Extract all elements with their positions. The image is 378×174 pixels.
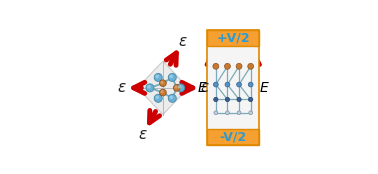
- Circle shape: [226, 111, 229, 115]
- Circle shape: [225, 97, 229, 102]
- Circle shape: [156, 96, 158, 98]
- Text: $\varepsilon$: $\varepsilon$: [200, 80, 210, 95]
- Circle shape: [213, 63, 219, 69]
- Text: +V/2: +V/2: [217, 32, 250, 45]
- Circle shape: [161, 91, 163, 93]
- Circle shape: [161, 81, 163, 83]
- Circle shape: [214, 97, 218, 102]
- Circle shape: [237, 111, 241, 115]
- Circle shape: [146, 84, 154, 92]
- Bar: [207, 30, 259, 145]
- Circle shape: [174, 85, 180, 91]
- Text: -V/2: -V/2: [220, 131, 247, 144]
- Circle shape: [178, 86, 181, 88]
- Circle shape: [160, 80, 166, 86]
- Circle shape: [248, 82, 253, 87]
- Circle shape: [236, 63, 242, 69]
- Circle shape: [175, 86, 177, 88]
- Circle shape: [168, 73, 176, 81]
- Circle shape: [214, 82, 218, 87]
- Circle shape: [154, 94, 162, 102]
- Circle shape: [170, 96, 172, 98]
- Circle shape: [160, 89, 166, 96]
- Text: E: E: [198, 81, 206, 95]
- Circle shape: [148, 86, 150, 88]
- Circle shape: [214, 111, 218, 115]
- Circle shape: [154, 73, 162, 81]
- Polygon shape: [138, 61, 188, 115]
- Circle shape: [225, 63, 230, 69]
- Circle shape: [170, 75, 172, 78]
- Circle shape: [177, 84, 185, 92]
- Bar: [207, 30, 259, 46]
- Circle shape: [248, 97, 253, 102]
- Circle shape: [237, 82, 242, 87]
- Bar: [207, 129, 259, 145]
- Circle shape: [156, 75, 158, 78]
- Text: $\varepsilon$: $\varepsilon$: [178, 34, 188, 49]
- Text: E: E: [260, 81, 269, 95]
- Circle shape: [249, 111, 253, 115]
- Circle shape: [248, 63, 254, 69]
- Circle shape: [225, 82, 230, 87]
- Text: $\varepsilon$: $\varepsilon$: [116, 80, 126, 95]
- Circle shape: [237, 97, 241, 102]
- Text: $\varepsilon$: $\varepsilon$: [138, 127, 148, 142]
- Circle shape: [168, 94, 176, 102]
- Bar: [207, 46, 259, 129]
